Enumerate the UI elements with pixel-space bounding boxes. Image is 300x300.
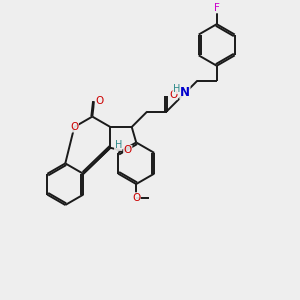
Text: O: O xyxy=(124,146,132,155)
Text: H: H xyxy=(173,84,180,94)
Text: O: O xyxy=(132,193,140,203)
Text: F: F xyxy=(214,3,220,13)
Text: N: N xyxy=(180,86,190,99)
Text: O: O xyxy=(70,122,78,132)
Text: O: O xyxy=(169,90,177,100)
Text: H: H xyxy=(115,140,122,150)
Text: O: O xyxy=(95,96,104,106)
